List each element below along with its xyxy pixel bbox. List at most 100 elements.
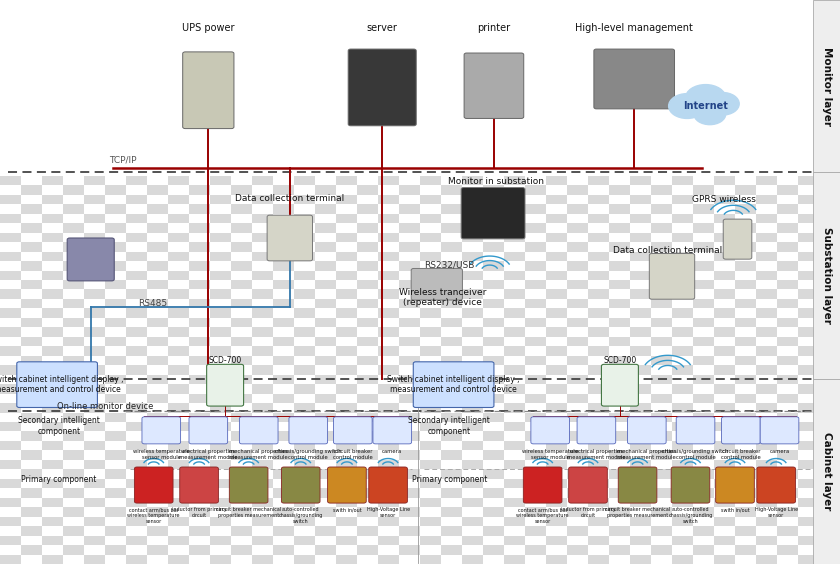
Bar — [84, 204, 105, 214]
Bar — [756, 488, 777, 497]
Bar — [525, 271, 546, 280]
Bar — [777, 214, 798, 223]
Bar — [210, 479, 231, 488]
Bar — [63, 223, 84, 233]
Bar — [273, 412, 294, 422]
Bar — [273, 441, 294, 451]
Bar — [252, 554, 273, 564]
Bar — [357, 431, 378, 441]
Bar — [63, 289, 84, 299]
Bar — [525, 318, 546, 327]
Bar — [147, 412, 168, 422]
Bar — [147, 223, 168, 233]
Bar — [84, 507, 105, 517]
Bar — [231, 374, 252, 384]
Bar — [525, 412, 546, 422]
Bar — [504, 554, 525, 564]
Bar — [105, 526, 126, 536]
Bar — [0, 223, 21, 233]
Bar — [210, 554, 231, 564]
Bar — [651, 507, 672, 517]
Bar — [168, 204, 189, 214]
Bar — [399, 507, 420, 517]
Bar — [735, 403, 756, 412]
Bar — [813, 379, 840, 564]
Bar — [525, 232, 546, 242]
Bar — [441, 526, 462, 536]
Bar — [84, 498, 105, 507]
Bar — [777, 517, 798, 526]
Bar — [630, 394, 651, 403]
Bar — [357, 309, 378, 318]
Bar — [63, 176, 84, 186]
Bar — [21, 526, 42, 536]
Bar — [273, 271, 294, 280]
Bar — [399, 403, 420, 412]
Bar — [336, 536, 357, 545]
Bar — [21, 441, 42, 451]
Bar — [735, 186, 756, 195]
Bar — [525, 223, 546, 233]
Bar — [168, 195, 189, 204]
Bar — [693, 394, 714, 403]
Bar — [462, 309, 483, 318]
Bar — [168, 554, 189, 564]
Bar — [0, 545, 21, 554]
Bar — [546, 195, 567, 204]
Bar — [546, 384, 567, 394]
Bar — [231, 223, 252, 233]
Bar — [357, 526, 378, 536]
Bar — [231, 469, 252, 479]
Bar — [546, 242, 567, 252]
Bar — [147, 327, 168, 337]
Bar — [294, 460, 315, 469]
Bar — [210, 451, 231, 460]
Bar — [357, 536, 378, 545]
Bar — [693, 507, 714, 517]
Bar — [105, 176, 126, 186]
Bar — [336, 204, 357, 214]
Bar — [294, 242, 315, 252]
Bar — [378, 356, 399, 365]
Bar — [189, 431, 210, 441]
Bar — [189, 176, 210, 186]
Bar — [693, 374, 714, 384]
Bar — [168, 186, 189, 195]
Bar — [609, 318, 630, 327]
Bar — [42, 252, 63, 261]
Bar — [819, 554, 840, 564]
Bar — [420, 517, 441, 526]
Bar — [315, 498, 336, 507]
Bar — [483, 441, 504, 451]
Bar — [21, 271, 42, 280]
Bar — [777, 299, 798, 309]
Bar — [84, 469, 105, 479]
Bar — [294, 479, 315, 488]
Bar — [630, 554, 651, 564]
Bar — [336, 309, 357, 318]
Bar — [399, 195, 420, 204]
Bar — [147, 507, 168, 517]
Bar — [567, 299, 588, 309]
Bar — [126, 204, 147, 214]
Bar — [189, 526, 210, 536]
Bar — [504, 280, 525, 289]
Bar — [231, 517, 252, 526]
Bar — [357, 299, 378, 309]
Bar — [651, 526, 672, 536]
Bar — [756, 242, 777, 252]
Bar — [693, 176, 714, 186]
Bar — [735, 412, 756, 422]
Bar — [252, 223, 273, 233]
Bar — [189, 545, 210, 554]
Bar — [672, 488, 693, 497]
Bar — [315, 517, 336, 526]
Bar — [126, 403, 147, 412]
Bar — [252, 356, 273, 365]
Bar — [336, 441, 357, 451]
Bar — [441, 441, 462, 451]
Bar — [21, 488, 42, 497]
Bar — [210, 223, 231, 233]
Bar — [483, 469, 504, 479]
Bar — [378, 242, 399, 252]
